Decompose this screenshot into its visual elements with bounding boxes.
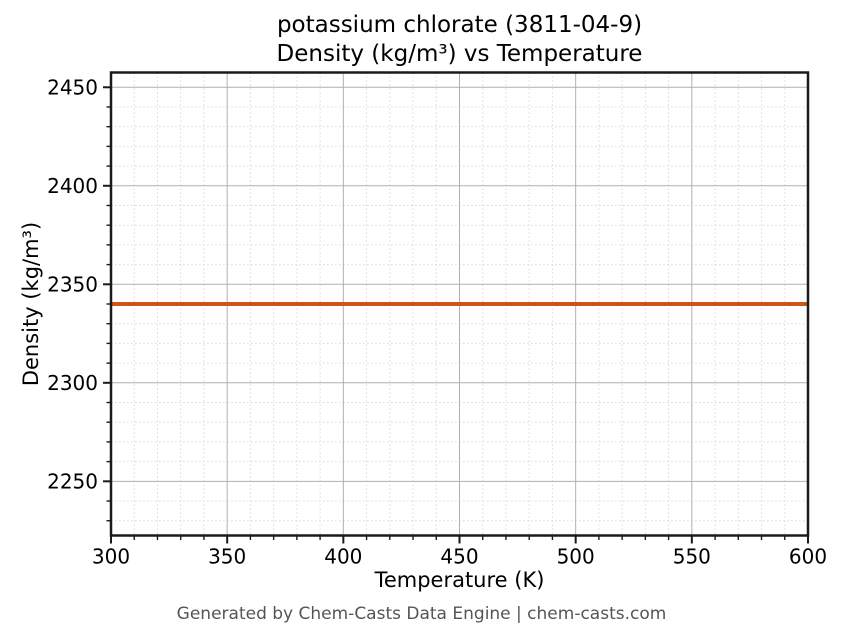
- x-tick-label: 550: [673, 545, 711, 569]
- x-tick-label: 350: [208, 545, 246, 569]
- footer-credit: Generated by Chem-Casts Data Engine | ch…: [176, 604, 667, 624]
- chart-title: potassium chlorate (3811-04-9) Density (…: [111, 11, 808, 69]
- axes-spines: [109, 71, 810, 537]
- y-axis-label: Density (kg/m³): [19, 221, 43, 387]
- x-tick-label: 600: [789, 545, 827, 569]
- chart-title-line2: Density (kg/m³) vs Temperature: [276, 41, 643, 67]
- x-axis-label: Temperature (K): [374, 568, 545, 592]
- x-tick-label: 500: [557, 545, 595, 569]
- y-tick-label: 2300: [47, 371, 98, 395]
- y-tick-label: 2250: [47, 469, 98, 493]
- chart-title-line1: potassium chlorate (3811-04-9): [276, 12, 643, 38]
- x-tick-label: 450: [440, 545, 478, 569]
- y-tick-label: 2450: [47, 75, 98, 99]
- x-tick-label: 300: [92, 545, 130, 569]
- y-tick-label: 2350: [47, 272, 98, 296]
- x-tick-label: 400: [324, 545, 362, 569]
- y-tick-label: 2400: [47, 174, 98, 198]
